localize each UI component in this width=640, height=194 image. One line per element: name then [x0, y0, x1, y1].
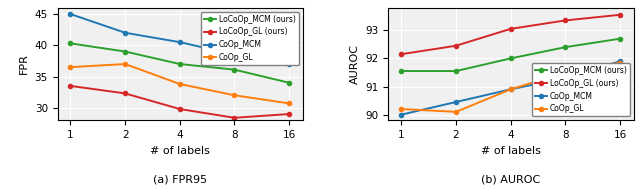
Y-axis label: FPR: FPR	[19, 54, 29, 74]
Line: LoCoOp_GL (ours): LoCoOp_GL (ours)	[399, 13, 622, 56]
X-axis label: # of labels: # of labels	[481, 146, 541, 156]
CoOp_GL	[230, 94, 238, 96]
Legend: LoCoOp_MCM (ours), LoCoOp_GL (ours), CoOp_MCM, CoOp_GL: LoCoOp_MCM (ours), LoCoOp_GL (ours), CoO…	[532, 63, 630, 116]
LoCoOp_GL (ours)	[452, 45, 460, 47]
CoOp_MCM	[397, 113, 405, 116]
CoOp_MCM	[616, 60, 624, 62]
Line: LoCoOp_GL (ours): LoCoOp_GL (ours)	[68, 84, 291, 120]
Line: CoOp_GL: CoOp_GL	[68, 62, 291, 106]
LoCoOp_GL (ours)	[176, 108, 184, 110]
CoOp_MCM	[452, 101, 460, 103]
Text: (b) AUROC: (b) AUROC	[481, 174, 541, 184]
CoOp_GL	[616, 61, 624, 64]
Legend: LoCoOp_MCM (ours), LoCoOp_GL (ours), CoOp_MCM, CoOp_GL: LoCoOp_MCM (ours), LoCoOp_GL (ours), CoO…	[202, 12, 299, 65]
Line: LoCoOp_MCM (ours): LoCoOp_MCM (ours)	[68, 41, 291, 85]
LoCoOp_MCM (ours)	[616, 37, 624, 40]
CoOp_GL	[397, 108, 405, 110]
LoCoOp_GL (ours)	[397, 53, 405, 55]
LoCoOp_GL (ours)	[67, 85, 74, 87]
CoOp_GL	[67, 66, 74, 68]
Line: LoCoOp_MCM (ours): LoCoOp_MCM (ours)	[399, 37, 622, 73]
X-axis label: # of labels: # of labels	[150, 146, 210, 156]
Line: CoOp_MCM: CoOp_MCM	[399, 59, 622, 117]
CoOp_MCM	[230, 54, 238, 56]
LoCoOp_GL (ours)	[285, 113, 293, 115]
LoCoOp_GL (ours)	[561, 19, 569, 22]
LoCoOp_GL (ours)	[230, 117, 238, 119]
Line: CoOp_GL: CoOp_GL	[399, 61, 622, 114]
CoOp_MCM	[561, 77, 569, 79]
CoOp_MCM	[121, 32, 129, 34]
LoCoOp_GL (ours)	[507, 28, 515, 30]
LoCoOp_MCM (ours)	[507, 57, 515, 60]
CoOp_MCM	[507, 88, 515, 90]
LoCoOp_MCM (ours)	[176, 63, 184, 65]
CoOp_GL	[121, 63, 129, 65]
LoCoOp_MCM (ours)	[285, 82, 293, 84]
LoCoOp_MCM (ours)	[397, 70, 405, 72]
Line: CoOp_MCM: CoOp_MCM	[68, 12, 291, 66]
CoOp_GL	[285, 102, 293, 105]
LoCoOp_MCM (ours)	[452, 70, 460, 72]
LoCoOp_MCM (ours)	[230, 68, 238, 71]
LoCoOp_MCM (ours)	[67, 42, 74, 45]
CoOp_GL	[452, 111, 460, 113]
CoOp_GL	[176, 83, 184, 85]
LoCoOp_MCM (ours)	[121, 50, 129, 53]
CoOp_MCM	[176, 41, 184, 43]
CoOp_GL	[507, 88, 515, 90]
CoOp_GL	[561, 71, 569, 74]
CoOp_MCM	[285, 63, 293, 65]
LoCoOp_GL (ours)	[121, 92, 129, 94]
CoOp_MCM	[67, 13, 74, 15]
LoCoOp_MCM (ours)	[561, 46, 569, 48]
Text: (a) FPR95: (a) FPR95	[153, 174, 207, 184]
Y-axis label: AUROC: AUROC	[350, 44, 360, 84]
LoCoOp_GL (ours)	[616, 14, 624, 16]
